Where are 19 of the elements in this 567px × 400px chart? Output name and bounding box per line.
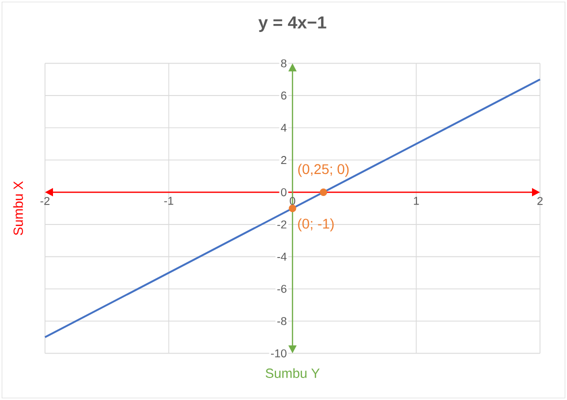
- y-tick-label: 4: [280, 124, 287, 132]
- x-tick-label: -1: [164, 196, 174, 205]
- x-tick-label: -2: [40, 196, 50, 205]
- y-tick-label: -10: [271, 349, 286, 358]
- y-tick-label: 8: [281, 59, 286, 68]
- annotation: (0,25; 0): [298, 164, 349, 177]
- y-tick-label: 0: [281, 188, 286, 196]
- y-tick-label: -4: [277, 252, 287, 261]
- y-tick-label: -2: [277, 220, 286, 228]
- y-tick-label: -6: [277, 284, 286, 293]
- y-tick-label: -8: [277, 317, 286, 326]
- y-tick-label: 2: [281, 156, 286, 164]
- y-tick-label: 6: [281, 92, 286, 100]
- annotation: (0; -1): [298, 218, 334, 232]
- chart-title: y = 4x−1: [258, 16, 326, 32]
- x-tick-label: 2: [537, 196, 543, 205]
- x-tick-label: 1: [414, 196, 419, 205]
- y-axis-title: Sumbu X: [13, 181, 23, 236]
- x-axis-title: Sumbu Y: [266, 368, 320, 378]
